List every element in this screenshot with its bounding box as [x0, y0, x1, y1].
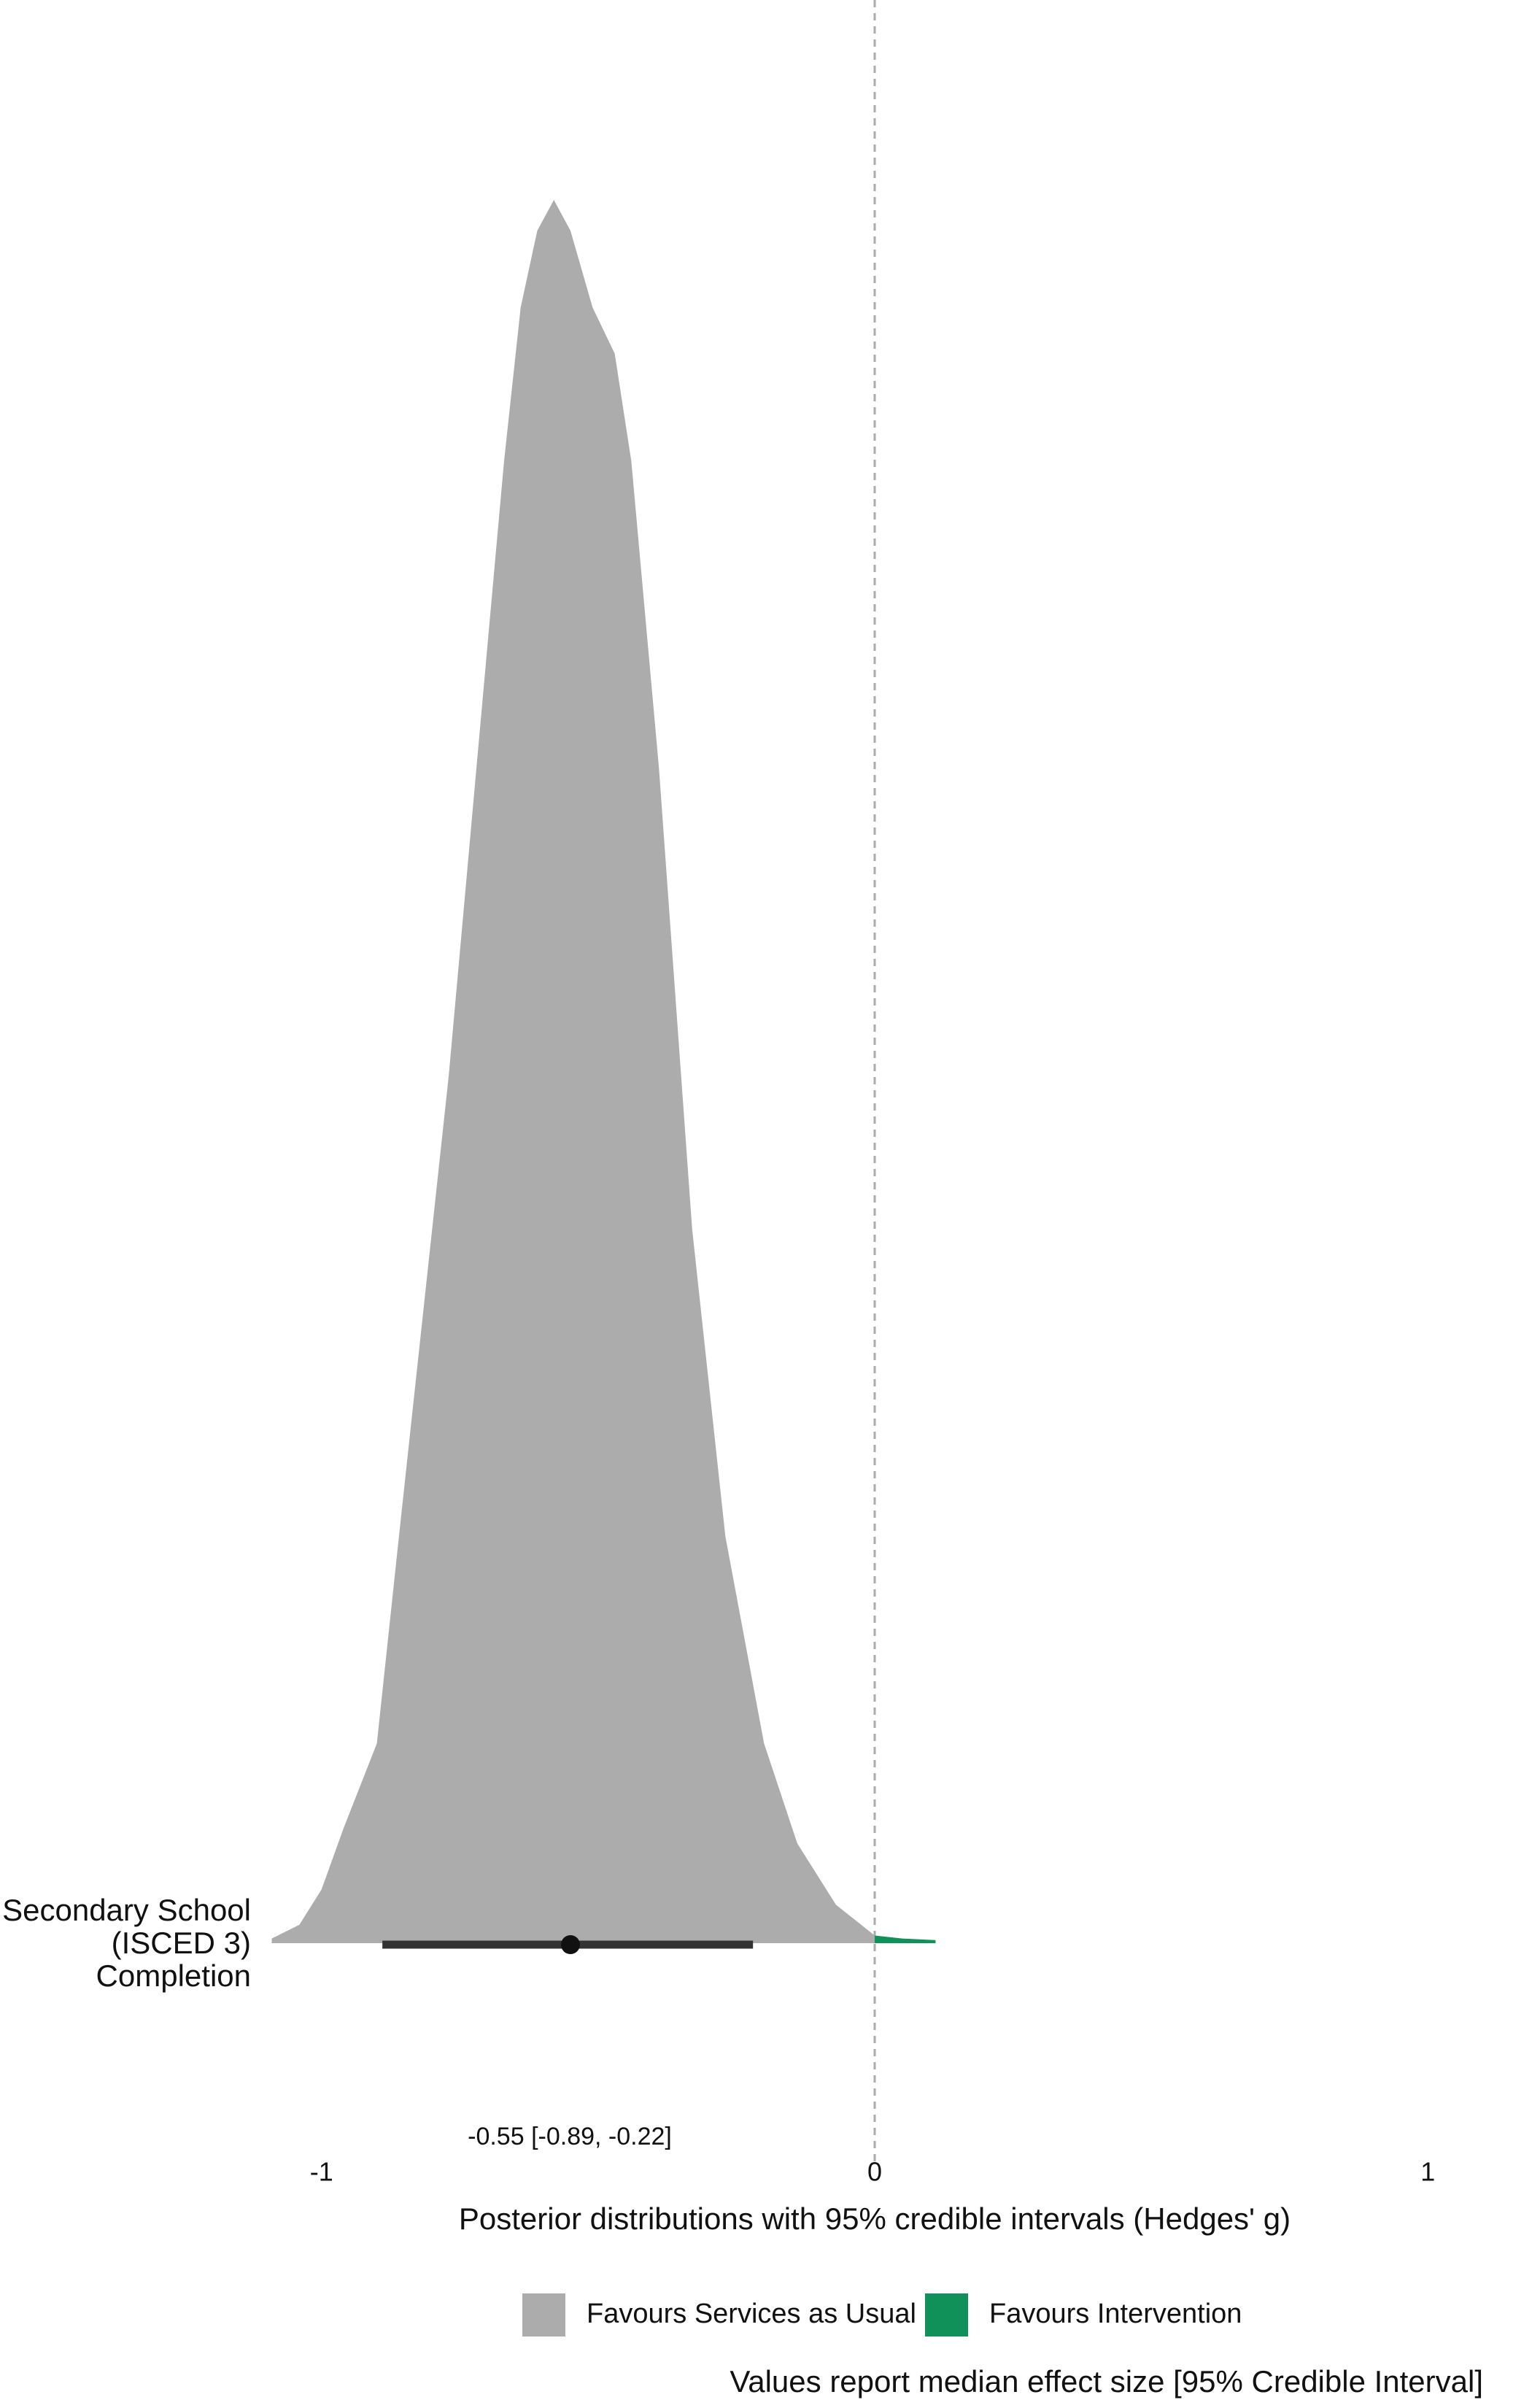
x-tick-label: 1 [1420, 2157, 1435, 2187]
x-axis-title: Posterior distributions with 95% credibl… [459, 2201, 1291, 2236]
median-point [560, 1935, 580, 1954]
density-area [271, 200, 875, 1943]
legend-swatch [522, 2293, 565, 2336]
x-tick-label: 0 [867, 2157, 882, 2187]
x-tick-label: -1 [310, 2157, 333, 2187]
caption: Values report median effect size [95% Cr… [730, 2364, 1483, 2399]
legend-label: Favours Intervention [989, 2299, 1242, 2329]
legend-swatch [925, 2293, 968, 2336]
category-label: Secondary School (ISCED 3) Completion [2, 1893, 251, 1993]
density-area [875, 1935, 936, 1943]
interval-label: -0.55 [-0.89, -0.22] [468, 2123, 672, 2150]
legend-label: Favours Services as Usual [587, 2299, 916, 2329]
